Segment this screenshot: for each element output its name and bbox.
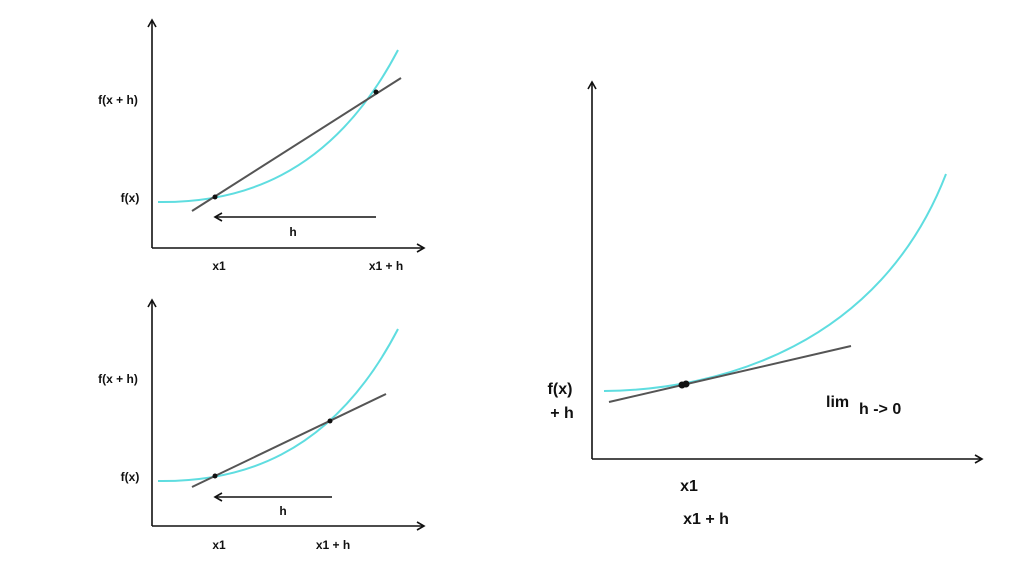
panel-bottom: h f(x + h) f(x) x1 x1 + h bbox=[98, 298, 426, 552]
x-label-x1: x1 bbox=[212, 259, 226, 273]
function-curve bbox=[157, 49, 399, 204]
y-label-fx: f(x) bbox=[548, 381, 573, 398]
limit-label: lim bbox=[826, 394, 849, 411]
y-label-fxh: f(x + h) bbox=[98, 93, 138, 107]
secant-line bbox=[191, 77, 402, 212]
panel-top: h f(x + h) f(x) x1 x1 + h bbox=[98, 18, 426, 273]
point-x1 bbox=[212, 194, 218, 200]
x-label-x1: x1 bbox=[680, 478, 698, 495]
point-x1-plus-h bbox=[327, 418, 333, 424]
point-x1-plus-h bbox=[373, 89, 379, 95]
secant-line bbox=[191, 393, 387, 488]
y-label-plus-h: + h bbox=[550, 405, 574, 422]
x-label-x1h: x1 + h bbox=[369, 259, 403, 273]
point-x1-plus-h bbox=[682, 380, 690, 388]
y-label-fxh: f(x + h) bbox=[98, 372, 138, 386]
h-label: h bbox=[279, 504, 286, 518]
function-curve bbox=[157, 328, 399, 483]
x-label-x1h: x1 + h bbox=[316, 538, 350, 552]
x-label-x1: x1 bbox=[212, 538, 226, 552]
x-label-x1h: x1 + h bbox=[683, 511, 729, 528]
h-label: h bbox=[289, 225, 296, 239]
tangent-line bbox=[608, 345, 852, 403]
y-label-fx: f(x) bbox=[121, 191, 140, 205]
y-label-fx: f(x) bbox=[121, 470, 140, 484]
panel-right: f(x) + h x1 x1 + h lim h -> 0 bbox=[548, 80, 984, 528]
limit-subscript: h -> 0 bbox=[859, 401, 901, 418]
function-curve bbox=[603, 173, 947, 392]
point-x1 bbox=[212, 473, 218, 479]
